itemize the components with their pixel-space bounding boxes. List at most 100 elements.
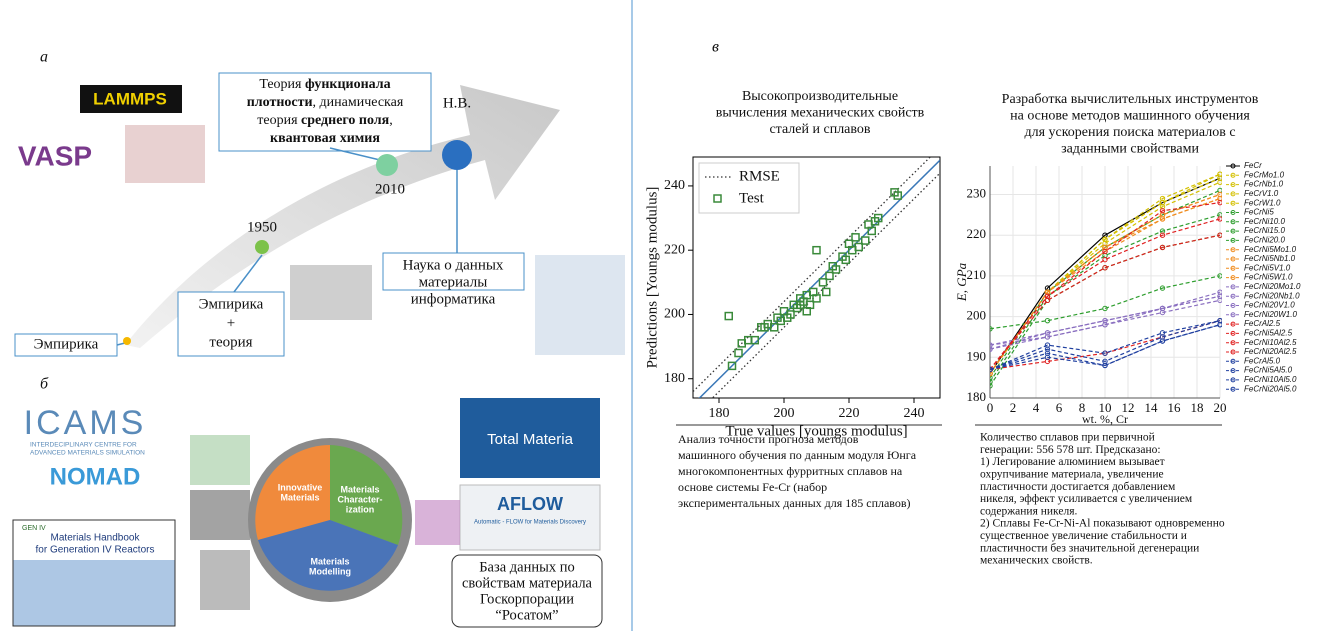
x-tick-label: 6: [1056, 400, 1063, 415]
logo-text: Automatic - FLOW for Materials Discovery: [474, 520, 586, 526]
logo-sub: ADVANCED MATERIALS SIMULATION: [30, 450, 145, 457]
caption-line: основе системы Fe-Cr (набор: [678, 480, 827, 494]
milestone-dot: [376, 154, 398, 176]
legend-label: FeCrW1.0: [1244, 198, 1281, 207]
x-tick-label: 240: [904, 406, 925, 421]
box-line: теория: [209, 334, 252, 350]
point: [735, 350, 742, 357]
milestone: Н.В.: [443, 95, 471, 111]
caption-line: существенное увеличение стабильности и: [980, 530, 1187, 542]
box-line: Эмпирика: [199, 296, 264, 312]
y-tick-label: 210: [967, 267, 987, 282]
point: [725, 313, 732, 320]
theory-line: плотности, динамическая: [247, 95, 404, 110]
empirics-label: Эмпирика: [34, 336, 99, 352]
start-dot: [123, 337, 131, 345]
theory-segment: плотности: [247, 95, 313, 110]
caption-line: экспериментальных данных для 185 сплавов…: [678, 496, 911, 510]
legend-label: Test: [739, 190, 765, 206]
legend-label: FeCrNi5W1.0: [1244, 273, 1293, 282]
caption-line: генерации: 556 578 шт. Предсказано:: [980, 444, 1161, 456]
theory-segment: квантовая химия: [270, 131, 380, 146]
rosatom-line: Госкорпорации: [480, 591, 574, 607]
chart-title: на основе методов машинного обучения: [1010, 109, 1250, 124]
point: [823, 288, 830, 295]
x-tick-label: 16: [1168, 400, 1182, 415]
legend-label: FeCrNi20Al2.5: [1244, 347, 1297, 356]
legend-label: FeCrNi20Mo1.0: [1244, 282, 1301, 291]
y-tick-label: 220: [664, 242, 685, 257]
handbook-title: Materials Handbook: [51, 533, 141, 544]
milestone-dot: [442, 140, 472, 170]
chart-title: для ускорения поиска материалов с: [1024, 125, 1235, 140]
theory-segment: , динамическая: [313, 95, 404, 110]
caption-line: пластичности без значительной дегенераци…: [980, 542, 1199, 554]
caption-line: охрупчивание материала, увеличение: [980, 469, 1164, 481]
chart-title: сталей и сплавов: [769, 122, 870, 137]
legend-label: FeCrNi20Al5.0: [1244, 384, 1297, 393]
theory-line: Теория функционала: [259, 77, 390, 92]
legend-label: FeCr: [1244, 161, 1262, 170]
logo-text: LAMMPS: [93, 89, 167, 108]
legend-label: FeCrNi20Nb1.0: [1244, 291, 1300, 300]
x-tick-label: 18: [1191, 400, 1204, 415]
logo-text: AFLOW: [497, 494, 563, 514]
legend-label: FeCrNi20V1.0: [1244, 301, 1295, 310]
y-tick-label: 180: [967, 389, 987, 404]
x-tick-label: 14: [1145, 400, 1159, 415]
sem-image: [190, 490, 250, 540]
legend-label: FeCrNi15.0: [1244, 226, 1285, 235]
legend-label: FeCrNi10Al2.5: [1244, 338, 1297, 347]
theory-segment: функционала: [305, 77, 391, 92]
map-image: [13, 560, 175, 626]
handbook-title: for Generation IV Reactors: [36, 545, 155, 556]
device-photo: [290, 265, 372, 320]
legend-label: FeCrAl2.5: [1244, 319, 1281, 328]
x-tick-label: 20: [1214, 400, 1227, 415]
micro-image: [190, 435, 250, 485]
panel-label: б: [40, 376, 49, 393]
legend-label: FeCrNi5: [1244, 208, 1274, 217]
x-tick-label: 220: [839, 406, 860, 421]
y-tick-label: 200: [664, 307, 685, 322]
logo-text: ICAMS: [24, 404, 147, 442]
x-tick-label: 2: [1010, 400, 1017, 415]
legend-label: FeCrV1.0: [1244, 189, 1279, 198]
box-line: материалы: [419, 274, 488, 290]
panel-label: а: [40, 49, 48, 66]
x-axis-label: wt. %, Cr: [1082, 412, 1128, 426]
sample-image: [200, 550, 250, 610]
y-tick-label: 220: [967, 226, 987, 241]
chart-title: заданными свойствами: [1061, 142, 1199, 157]
theory-segment: среднего поля: [301, 113, 390, 128]
caption-line: машинного обучения по данным модуля Юнга: [678, 448, 917, 462]
legend-label: FeCrNi10Al5.0: [1244, 375, 1297, 384]
legend-label: RMSE: [739, 168, 780, 184]
cycle-label: ization: [346, 504, 375, 514]
legend-label: FeCrMo1.0: [1244, 170, 1285, 179]
logo-text: Total Materia: [487, 431, 574, 448]
rosatom-line: База данных по: [479, 559, 575, 575]
x-tick-label: 200: [774, 406, 795, 421]
y-tick-label: 240: [664, 178, 685, 193]
cycle-label: Materials: [280, 492, 319, 502]
logo-sub: INTERDECIPLINARY CENTRE FOR: [30, 442, 137, 449]
box-line: +: [227, 315, 235, 331]
logo-text: GEN IV: [22, 525, 46, 532]
caption-line: содержания никеля.: [980, 505, 1077, 517]
figure: а б в 1950 2010 Н.В. Эмпирика LAMMPS VAS…: [0, 0, 1325, 631]
y-tick-label: 180: [664, 371, 685, 386]
rosatom-line: “Росатом”: [495, 607, 558, 623]
caption-line: 1) Легирование алюминием вызывает: [980, 456, 1165, 468]
legend-label: FeCrNi5Mo1.0: [1244, 245, 1297, 254]
x-axis-label: True values [youngs modulus]: [725, 423, 907, 439]
legend-label: FeCrNi20.0: [1244, 236, 1285, 245]
network-image: [535, 255, 625, 355]
rosatom-line: свойствам материала: [462, 575, 593, 591]
legend-label: FeCrNi5Al5.0: [1244, 366, 1293, 375]
legend-label: FeCrNi20W1.0: [1244, 310, 1297, 319]
x-tick-label: 180: [709, 406, 730, 421]
legend-label: FeCrNi5Al2.5: [1244, 329, 1293, 338]
theory-line: квантовая химия: [270, 131, 380, 146]
x-tick-label: 4: [1033, 400, 1040, 415]
